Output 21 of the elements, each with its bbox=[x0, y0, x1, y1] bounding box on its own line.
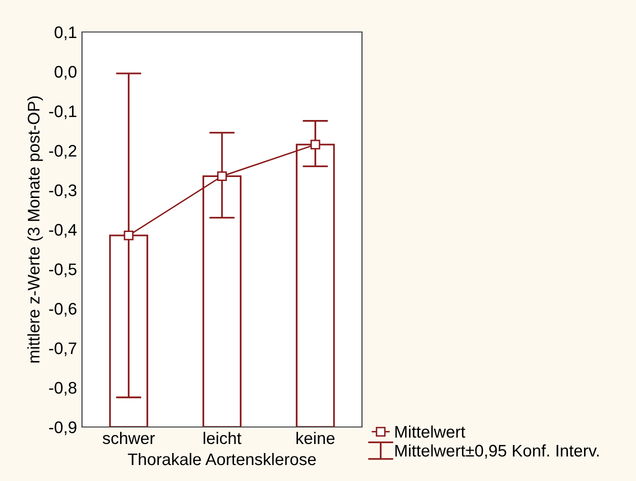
y-tick-label: -0,5 bbox=[49, 263, 76, 278]
x-tick-label: schwer bbox=[102, 432, 155, 444]
y-tick-label: -0,6 bbox=[49, 302, 76, 317]
y-axis-title: mittlere z-Werte (3 Monate post-OP) bbox=[27, 96, 43, 363]
y-tick-label: -0,1 bbox=[49, 105, 76, 120]
y-tick-label: -0,7 bbox=[49, 342, 76, 356]
y-tick-label: -0,8 bbox=[49, 382, 76, 396]
y-tick-label: -0,3 bbox=[49, 184, 76, 198]
y-tick-label: -0,2 bbox=[49, 144, 76, 159]
y-tick-label: -0,9 bbox=[49, 421, 76, 436]
point bbox=[124, 230, 134, 240]
y-tick-label: 0,0 bbox=[54, 66, 76, 80]
point bbox=[310, 140, 320, 150]
legend-label: Mittelwert bbox=[395, 425, 466, 438]
x-tick-label: keine bbox=[296, 432, 335, 444]
y-tick-label: 0,1 bbox=[54, 26, 76, 40]
y-tick-label: -0,4 bbox=[49, 224, 77, 238]
x-axis-title: Thorakale Aortensklerose bbox=[128, 452, 316, 466]
x-tick-label: leicht bbox=[204, 432, 242, 444]
text: Mittelwert±0,95 Konf. Interv. bbox=[395, 444, 599, 459]
point bbox=[217, 171, 227, 182]
